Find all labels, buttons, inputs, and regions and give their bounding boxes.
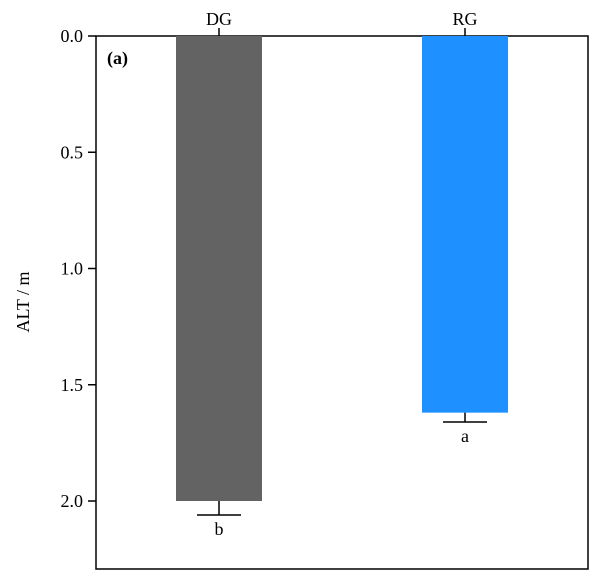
panel-label: (a) [107,48,128,69]
significance-letter: b [215,519,224,539]
y-tick-label: 1.0 [61,259,84,279]
y-axis-label: ALT / m [13,271,33,332]
y-tick-label: 1.5 [61,375,84,395]
x-axis: DG RG [206,9,478,36]
bar-DG [176,36,262,501]
y-tick-label: 0.0 [61,26,84,46]
x-tick-label: DG [206,9,232,29]
plot-frame [95,35,589,570]
y-tick-label: 0.5 [61,142,84,162]
x-tick-label: RG [452,9,477,29]
bars: ba [176,36,508,539]
bar-RG [422,36,508,413]
y-tick-label: 2.0 [61,491,84,511]
significance-letter: a [461,426,469,446]
y-axis: 0.0 0.5 1.0 1.5 2.0 [61,26,96,511]
